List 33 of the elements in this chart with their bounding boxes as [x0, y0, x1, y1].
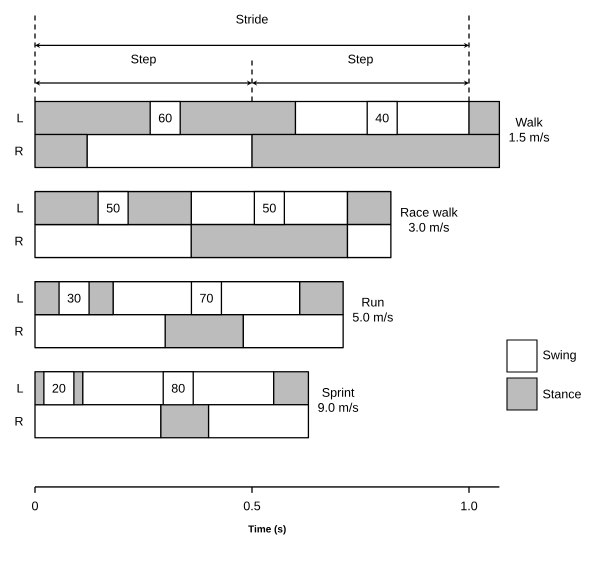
annotation: 5.0 m/s	[352, 312, 393, 322]
annotation: 50	[262, 204, 276, 213]
text: 1.5 m/s	[510, 132, 550, 142]
annotation: Race walk	[401, 208, 458, 217]
y-tick-label: L	[18, 114, 24, 122]
y-tick-label: L	[18, 204, 24, 212]
text: Stance	[543, 390, 581, 398]
y-tick-label: L	[18, 384, 24, 393]
annotation: 20	[52, 384, 66, 393]
x-tick-label: 0	[32, 501, 38, 510]
annotation: 70	[200, 294, 213, 303]
annotation: Run	[362, 298, 384, 307]
annotation: 80	[172, 384, 185, 393]
y-tick-label: R	[15, 416, 23, 426]
text: Step	[348, 54, 373, 66]
x-tick-label: 0.5	[244, 501, 260, 510]
text: Walk	[515, 117, 543, 127]
annotation: 50	[106, 204, 120, 213]
x-axis-title: Time (s)	[248, 525, 286, 534]
annotation: 40	[376, 114, 389, 122]
y-tick-label: R	[15, 236, 23, 246]
annotation: 30	[68, 294, 81, 303]
x-tick-label: 1.0	[461, 501, 478, 510]
annotation: 9.0 m/s	[318, 402, 358, 412]
y-tick-label: R	[15, 146, 23, 156]
text: Stride	[236, 14, 268, 24]
annotation: 3.0 m/s	[408, 222, 449, 232]
text: Step	[131, 54, 156, 66]
y-tick-label: R	[15, 326, 23, 336]
annotation: 60	[158, 114, 172, 122]
y-tick-label: L	[18, 294, 24, 302]
annotation: Sprint	[322, 388, 354, 400]
text: Swing	[543, 350, 576, 362]
